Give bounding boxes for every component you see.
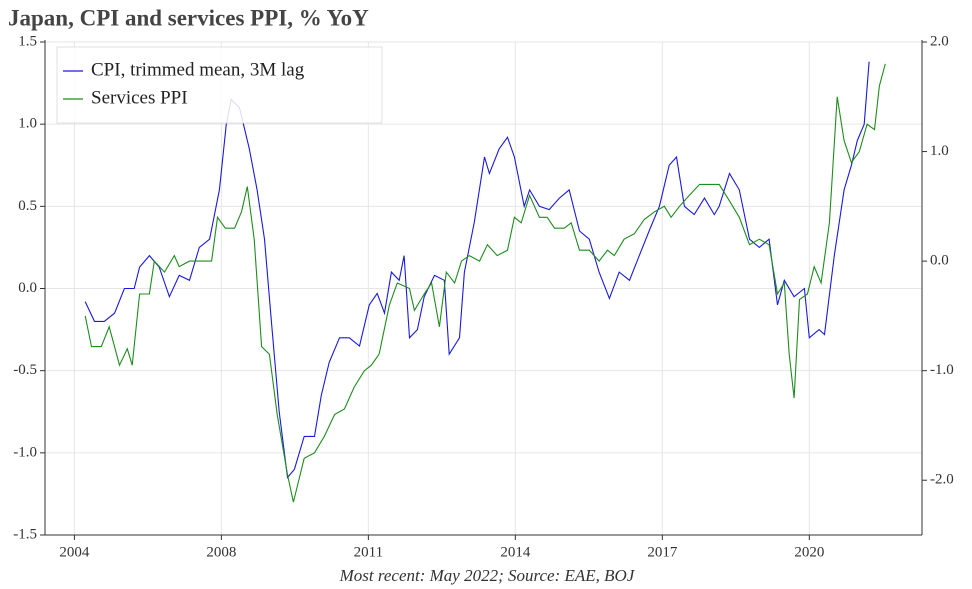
y2-tick-label: 0.0 xyxy=(930,253,949,269)
y-tick-label: 0.5 xyxy=(18,198,37,214)
y2-tick-label: 1.0 xyxy=(930,143,949,159)
y-tick-label: -0.5 xyxy=(13,362,37,378)
series-line xyxy=(84,63,886,503)
y-tick-label: -1.0 xyxy=(13,444,37,460)
y-tick-label: 1.0 xyxy=(18,116,37,132)
legend-label: CPI, trimmed mean, 3M lag xyxy=(91,59,305,80)
x-tick-label: 2008 xyxy=(206,544,236,560)
y-tick-label: -1.5 xyxy=(13,526,37,542)
caption: Most recent: May 2022; Source: EAE, BOJ xyxy=(339,566,636,585)
x-tick-label: 2020 xyxy=(794,544,824,560)
x-tick-label: 2004 xyxy=(59,544,90,560)
x-tick-label: 2017 xyxy=(647,544,678,560)
legend-label: Services PPI xyxy=(91,87,188,108)
y-tick-label: 0.0 xyxy=(18,280,37,296)
y2-tick-label: -2.0 xyxy=(930,472,954,488)
legend-box xyxy=(56,46,383,124)
y-tick-label: 1.5 xyxy=(18,33,37,49)
y2-tick-label: -1.0 xyxy=(930,362,954,378)
x-tick-label: 2011 xyxy=(354,544,383,560)
chart-title: Japan, CPI and services PPI, % YoY xyxy=(8,5,369,30)
x-tick-label: 2014 xyxy=(500,544,531,560)
y2-tick-label: 2.0 xyxy=(930,33,949,49)
